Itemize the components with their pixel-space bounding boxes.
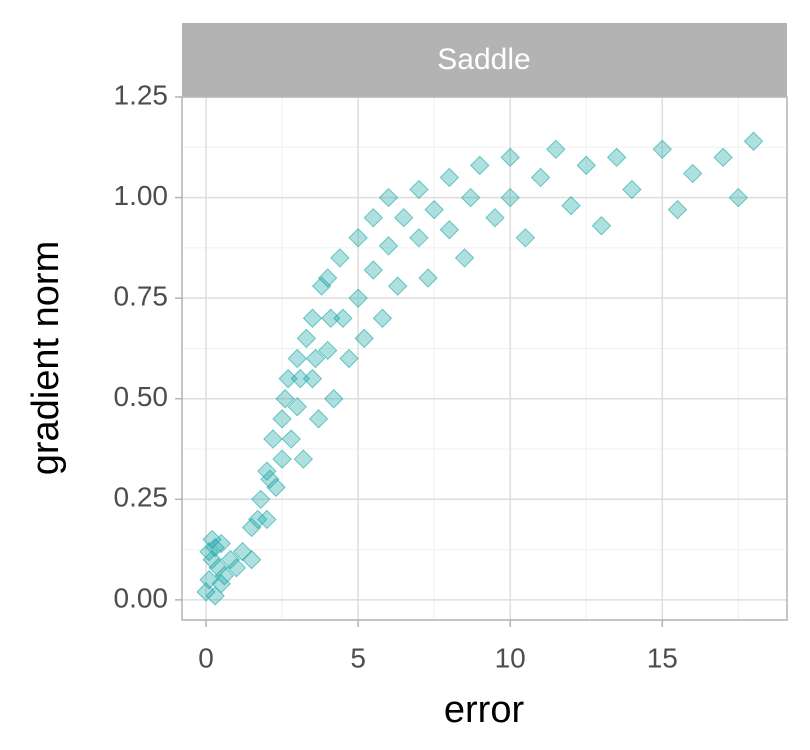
point (275, 389, 295, 409)
point (394, 207, 414, 228)
point (317, 340, 338, 361)
point (418, 268, 438, 288)
point (591, 216, 612, 236)
point (743, 131, 764, 151)
facet-label: Saddle (437, 43, 530, 76)
point (378, 187, 399, 208)
point (272, 449, 292, 469)
point (296, 328, 317, 349)
point (287, 348, 307, 369)
point (281, 429, 301, 449)
x-tick-label: 0 (198, 642, 214, 673)
point (220, 549, 241, 570)
point (251, 489, 271, 510)
point (387, 276, 408, 296)
point (622, 179, 642, 200)
point (226, 557, 247, 578)
point (530, 167, 551, 188)
point (372, 308, 393, 328)
point (302, 308, 323, 328)
point (205, 586, 225, 606)
point (202, 529, 222, 550)
point (500, 187, 520, 208)
point (485, 207, 505, 228)
x-axis-title: error (444, 689, 525, 731)
point (460, 187, 481, 208)
point (241, 549, 262, 570)
panel-border (181, 96, 788, 621)
point (454, 248, 475, 268)
point (606, 147, 627, 168)
point (409, 228, 429, 248)
point (317, 268, 338, 288)
point (311, 276, 332, 296)
point (363, 207, 384, 228)
point (293, 449, 314, 469)
point (290, 368, 311, 389)
point (348, 288, 368, 308)
x-tick-label: 5 (350, 642, 366, 673)
point (713, 147, 733, 168)
facet-strip (182, 23, 787, 97)
point (308, 409, 329, 429)
point (363, 260, 384, 280)
point (257, 461, 277, 481)
point (199, 570, 219, 590)
point (330, 248, 350, 268)
point (287, 397, 307, 417)
point (561, 195, 581, 216)
point (470, 155, 490, 176)
point (354, 328, 374, 349)
point (211, 533, 231, 554)
point (339, 348, 359, 369)
point (439, 167, 460, 188)
point (208, 557, 228, 578)
point (546, 139, 566, 160)
y-tick-label: 0.00 (114, 582, 169, 613)
point (409, 179, 429, 200)
y-axis-title: gradient norm (25, 241, 67, 475)
point (439, 220, 460, 240)
x-tick-label: 15 (647, 642, 678, 673)
point (272, 409, 292, 429)
point (321, 308, 341, 328)
point (263, 429, 283, 449)
point (266, 477, 286, 497)
point (248, 509, 268, 530)
point (576, 155, 596, 176)
point (652, 139, 672, 160)
y-tick-label: 1.25 (114, 79, 169, 110)
y-tick-label: 0.25 (114, 482, 169, 513)
point (260, 469, 280, 489)
y-tick-label: 1.00 (114, 180, 169, 211)
point (241, 517, 262, 538)
point (424, 199, 444, 220)
point (232, 541, 253, 562)
point (667, 199, 688, 220)
point (205, 537, 225, 558)
point (682, 163, 703, 184)
point (214, 566, 234, 586)
y-tick-label: 0.50 (114, 381, 169, 412)
point (515, 228, 536, 248)
point (500, 147, 520, 168)
point (348, 228, 368, 248)
point (728, 187, 749, 208)
y-tick-label: 0.75 (114, 281, 169, 312)
x-tick-label: 10 (495, 642, 526, 673)
point (378, 236, 399, 256)
point (305, 348, 326, 369)
point (324, 389, 344, 409)
